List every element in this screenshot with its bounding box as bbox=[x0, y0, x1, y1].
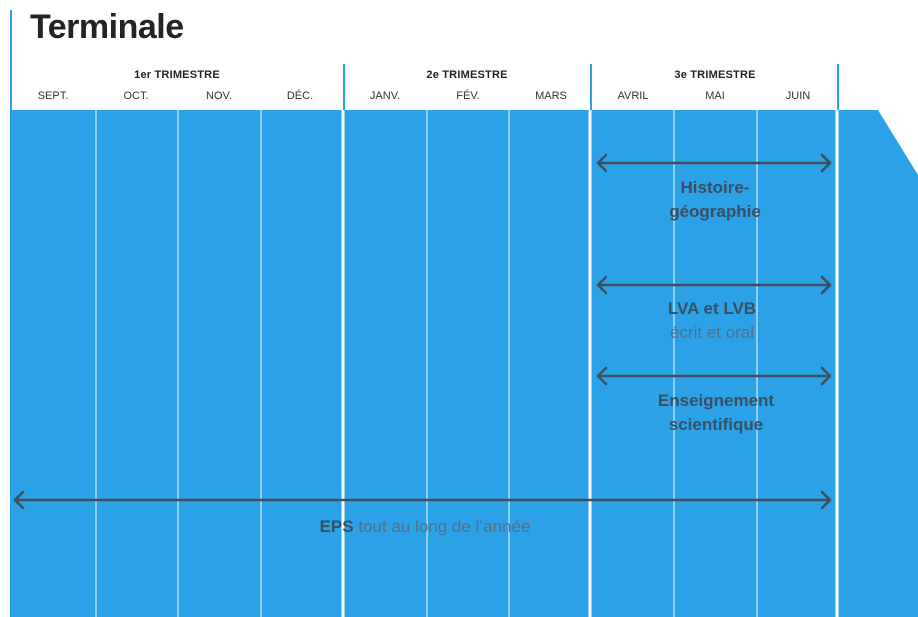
arrow-eps bbox=[13, 490, 832, 510]
arrow-enseignement-scientifique bbox=[596, 366, 832, 386]
label-lva-lvb: LVA et LVB écrit et oral bbox=[668, 297, 756, 345]
month-label: NOV. bbox=[206, 90, 232, 102]
month-label: JANV. bbox=[369, 90, 401, 102]
month-label: MAI bbox=[705, 90, 725, 102]
left-rule bbox=[10, 10, 12, 110]
month-label: DÉC. bbox=[286, 90, 314, 102]
histoire-line2: géographie bbox=[669, 202, 761, 221]
trimester-separator bbox=[837, 64, 839, 110]
trimester-separator bbox=[343, 64, 345, 110]
month-label: MARS bbox=[535, 90, 567, 102]
month-separators bbox=[95, 110, 758, 617]
lva-lvb-subtitle: écrit et oral bbox=[669, 323, 755, 342]
trimester-3-label: 3e TRIMESTRE bbox=[674, 69, 756, 81]
arrow-lva-lvb bbox=[596, 275, 832, 295]
page-title: Terminale bbox=[30, 8, 184, 46]
trimester-1-label: 1er TRIMESTRE bbox=[134, 69, 220, 81]
trimester-2-label: 2e TRIMESTRE bbox=[426, 69, 508, 81]
enseignement-line1: Enseignement bbox=[657, 391, 775, 410]
lva-lvb-title: LVA et LVB bbox=[667, 299, 757, 318]
month-label: FÉV. bbox=[456, 90, 480, 102]
eps-rest: tout au long de l’année bbox=[358, 517, 531, 536]
label-histoire-geographie: Histoire- géographie bbox=[669, 176, 761, 224]
enseignement-line2: scientifique bbox=[668, 415, 764, 434]
trimester-band-separators bbox=[341, 110, 839, 617]
timeline-band bbox=[10, 110, 918, 617]
timeline-graphic bbox=[10, 110, 918, 617]
month-label: JUIN bbox=[785, 90, 811, 102]
month-label: SEPT. bbox=[37, 90, 69, 102]
trimester-separator bbox=[590, 64, 592, 110]
month-label: OCT. bbox=[123, 90, 149, 102]
eps-title: EPS bbox=[319, 517, 354, 536]
histoire-line1: Histoire- bbox=[680, 178, 750, 197]
month-label: AVRIL bbox=[617, 90, 649, 102]
label-enseignement-scientifique: Enseignement scientifique bbox=[658, 389, 774, 437]
label-eps: EPS tout au long de l’année bbox=[320, 515, 531, 539]
arrow-histoire-geographie bbox=[596, 153, 832, 173]
band-background bbox=[10, 110, 918, 617]
